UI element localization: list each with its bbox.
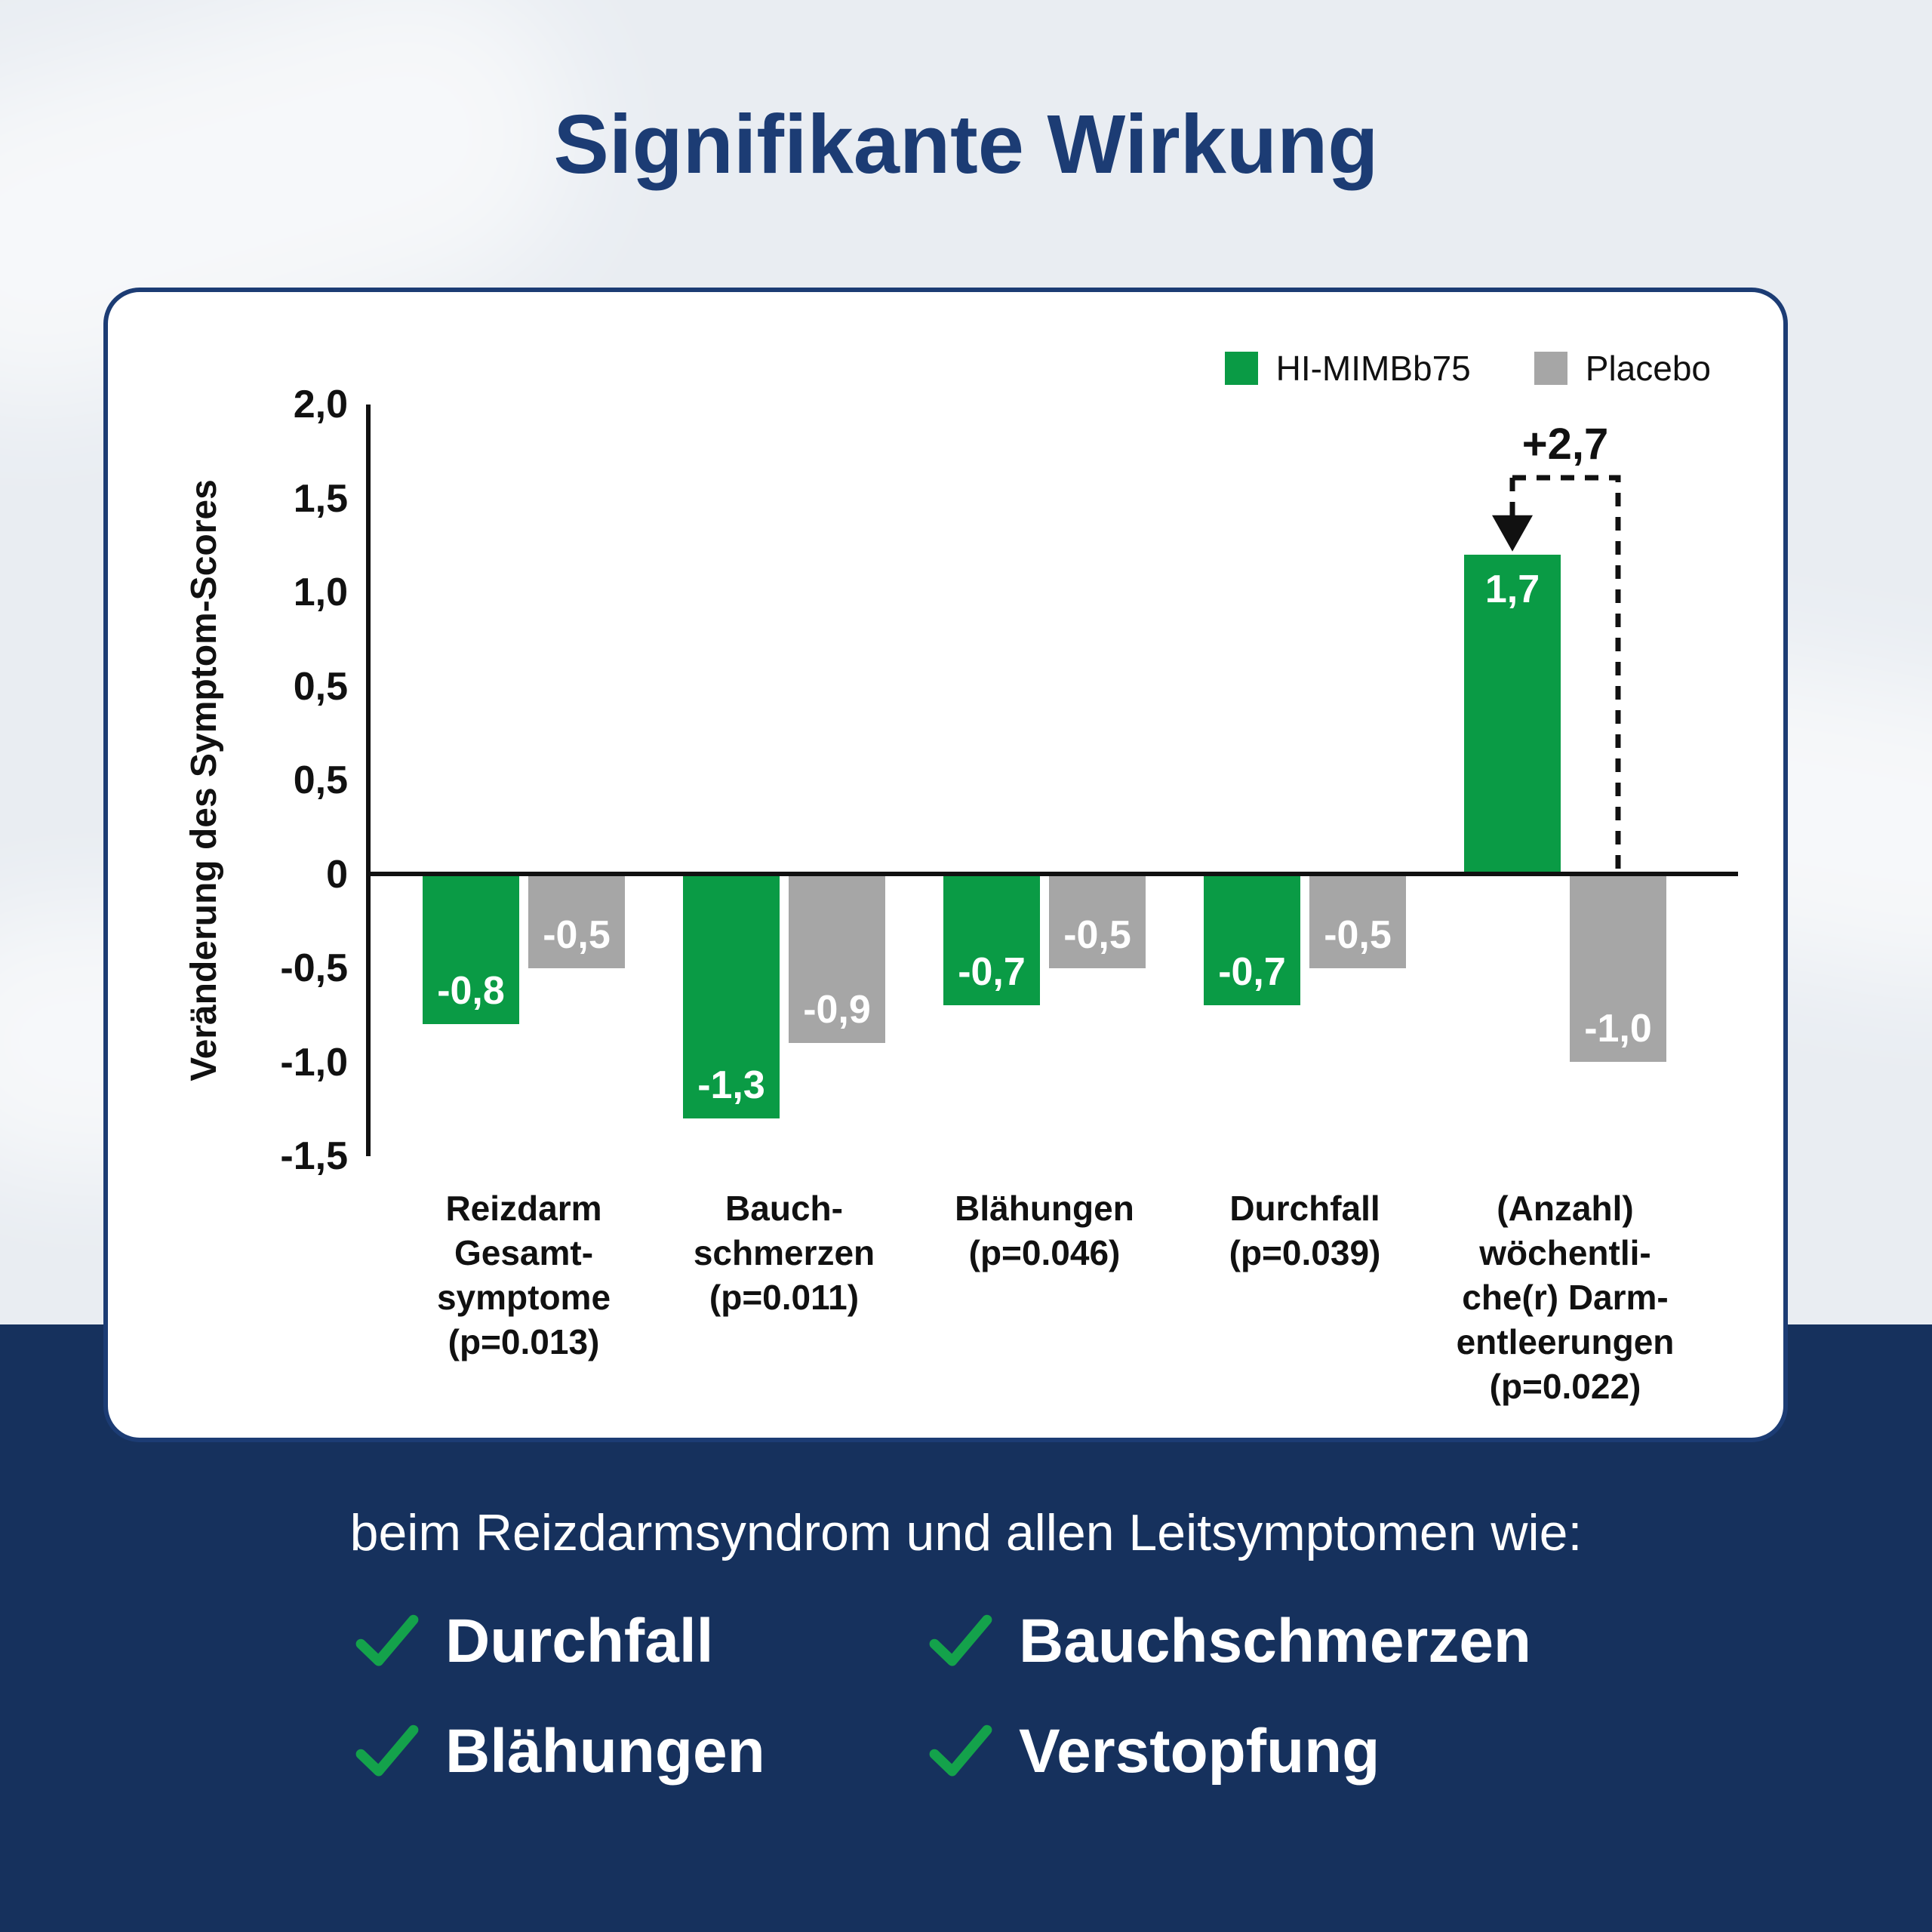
symptom-label: Bauchschmerzen bbox=[1019, 1607, 1532, 1675]
y-axis-line bbox=[366, 405, 371, 1156]
p-value: (p=0.046) bbox=[968, 1232, 1121, 1272]
bar-placebo-4: -1,0 bbox=[1570, 874, 1666, 1062]
y-tick-label: 0,5 bbox=[293, 664, 348, 709]
bar-value-label: -0,9 bbox=[803, 988, 871, 1032]
bar-value-label: -0,7 bbox=[1218, 950, 1286, 995]
zero-baseline bbox=[366, 872, 1738, 876]
symptom-label: Verstopfung bbox=[1019, 1717, 1380, 1786]
category-line: (Anzahl) bbox=[1497, 1189, 1634, 1228]
page-title: Signifikante Wirkung bbox=[553, 98, 1379, 191]
category-label-1: Bauch-schmerzen (p=0.011) bbox=[622, 1186, 946, 1320]
bar-placebo-2: -0,5 bbox=[1049, 874, 1146, 968]
bar-value-label: -1,3 bbox=[697, 1063, 765, 1107]
bar-hi-mimbb75-1: -1,3 bbox=[683, 874, 780, 1118]
bar-value-label: -0,8 bbox=[437, 969, 505, 1014]
legend-label-himimbb75: HI-MIMBb75 bbox=[1275, 349, 1471, 388]
category-line: entleerungen bbox=[1456, 1321, 1675, 1361]
y-tick-label: 1,0 bbox=[293, 571, 348, 614]
category-label-3: Durchfall (p=0.039) bbox=[1143, 1186, 1467, 1275]
symptom-item-durchfall: Durchfall bbox=[355, 1606, 928, 1677]
y-tick-label: -1,0 bbox=[280, 1040, 348, 1084]
y-tick-label: -1,5 bbox=[280, 1134, 348, 1178]
legend-swatch-gray bbox=[1534, 352, 1567, 385]
category-line: Gesamt- bbox=[454, 1232, 594, 1272]
category-line: Bauch- bbox=[725, 1189, 843, 1228]
bar-hi-mimbb75-3: -0,7 bbox=[1204, 874, 1300, 1006]
chart-legend: HI-MIMBb75 Placebo bbox=[1224, 348, 1711, 389]
symptom-label: Durchfall bbox=[445, 1607, 714, 1675]
bar-value-label: -0,5 bbox=[543, 912, 611, 957]
check-icon bbox=[928, 1611, 993, 1672]
y-tick-label: 2,0 bbox=[293, 383, 348, 426]
p-value: (p=0.013) bbox=[448, 1321, 600, 1361]
symptom-item-bauchschmerzen: Bauchschmerzen bbox=[928, 1606, 1653, 1677]
bar-hi-mimbb75-0: -0,8 bbox=[423, 874, 519, 1025]
bar-placebo-3: -0,5 bbox=[1309, 874, 1406, 968]
footer-lead-text: beim Reizdarmsyndrom und allen Leitsympt… bbox=[349, 1504, 1583, 1561]
legend-label-placebo: Placebo bbox=[1585, 349, 1711, 388]
x-axis-category-labels: Reizdarm Gesamt-symptome (p=0.013) Bauch-sc… bbox=[108, 292, 1783, 1438]
check-icon bbox=[355, 1611, 420, 1672]
bar-value-label: -0,5 bbox=[1063, 912, 1131, 957]
legend-swatch-green bbox=[1224, 352, 1258, 385]
p-value: (p=0.022) bbox=[1489, 1366, 1641, 1406]
difference-label: +2,7 bbox=[1521, 420, 1609, 469]
y-tick-label: 0 bbox=[326, 852, 348, 897]
chart-card: HI-MIMBb75 Placebo Veränderung des Sympt… bbox=[103, 288, 1788, 1442]
bar-value-label: -0,5 bbox=[1324, 912, 1392, 957]
legend-item-placebo: Placebo bbox=[1534, 348, 1711, 389]
bar-hi-mimbb75-2: -0,7 bbox=[943, 874, 1040, 1006]
check-icon bbox=[928, 1721, 993, 1782]
category-label-4: (Anzahl) wöchentli-che(r) Darm-entleerung… bbox=[1403, 1186, 1727, 1408]
y-tick-label: -0,5 bbox=[280, 946, 348, 990]
category-line: wöchentli- bbox=[1479, 1232, 1651, 1272]
legend-item-himimbb75: HI-MIMBb75 bbox=[1224, 348, 1471, 389]
p-value: (p=0.039) bbox=[1229, 1232, 1381, 1272]
check-icon bbox=[355, 1721, 420, 1782]
category-line: schmerzen bbox=[693, 1232, 875, 1272]
category-label-2: Blähungen (p=0.046) bbox=[882, 1186, 1207, 1275]
symptom-checklist: Durchfall Bauchschmerzen Blähungen Verstopf… bbox=[355, 1606, 1653, 1787]
category-line: che(r) Darm- bbox=[1462, 1277, 1669, 1317]
category-line: symptome bbox=[436, 1277, 611, 1317]
category-label-0: Reizdarm Gesamt-symptome (p=0.013) bbox=[361, 1186, 686, 1364]
bar-placebo-1: -0,9 bbox=[789, 874, 885, 1044]
p-value: (p=0.011) bbox=[709, 1277, 860, 1317]
category-line: Reizdarm bbox=[445, 1189, 602, 1228]
category-line: Blähungen bbox=[955, 1189, 1134, 1228]
symptom-label: Blähungen bbox=[445, 1717, 765, 1786]
bar-value-label: -0,7 bbox=[958, 950, 1026, 995]
symptom-item-verstopfung: Verstopfung bbox=[928, 1716, 1653, 1787]
bar-value-label: -1,0 bbox=[1584, 1007, 1652, 1051]
category-line: Durchfall bbox=[1229, 1189, 1380, 1228]
y-tick-label: 1,5 bbox=[293, 476, 348, 521]
y-tick-label: 0,5 bbox=[293, 758, 348, 802]
symptom-item-blähungen: Blähungen bbox=[355, 1716, 928, 1787]
bar-placebo-0: -0,5 bbox=[528, 874, 625, 968]
